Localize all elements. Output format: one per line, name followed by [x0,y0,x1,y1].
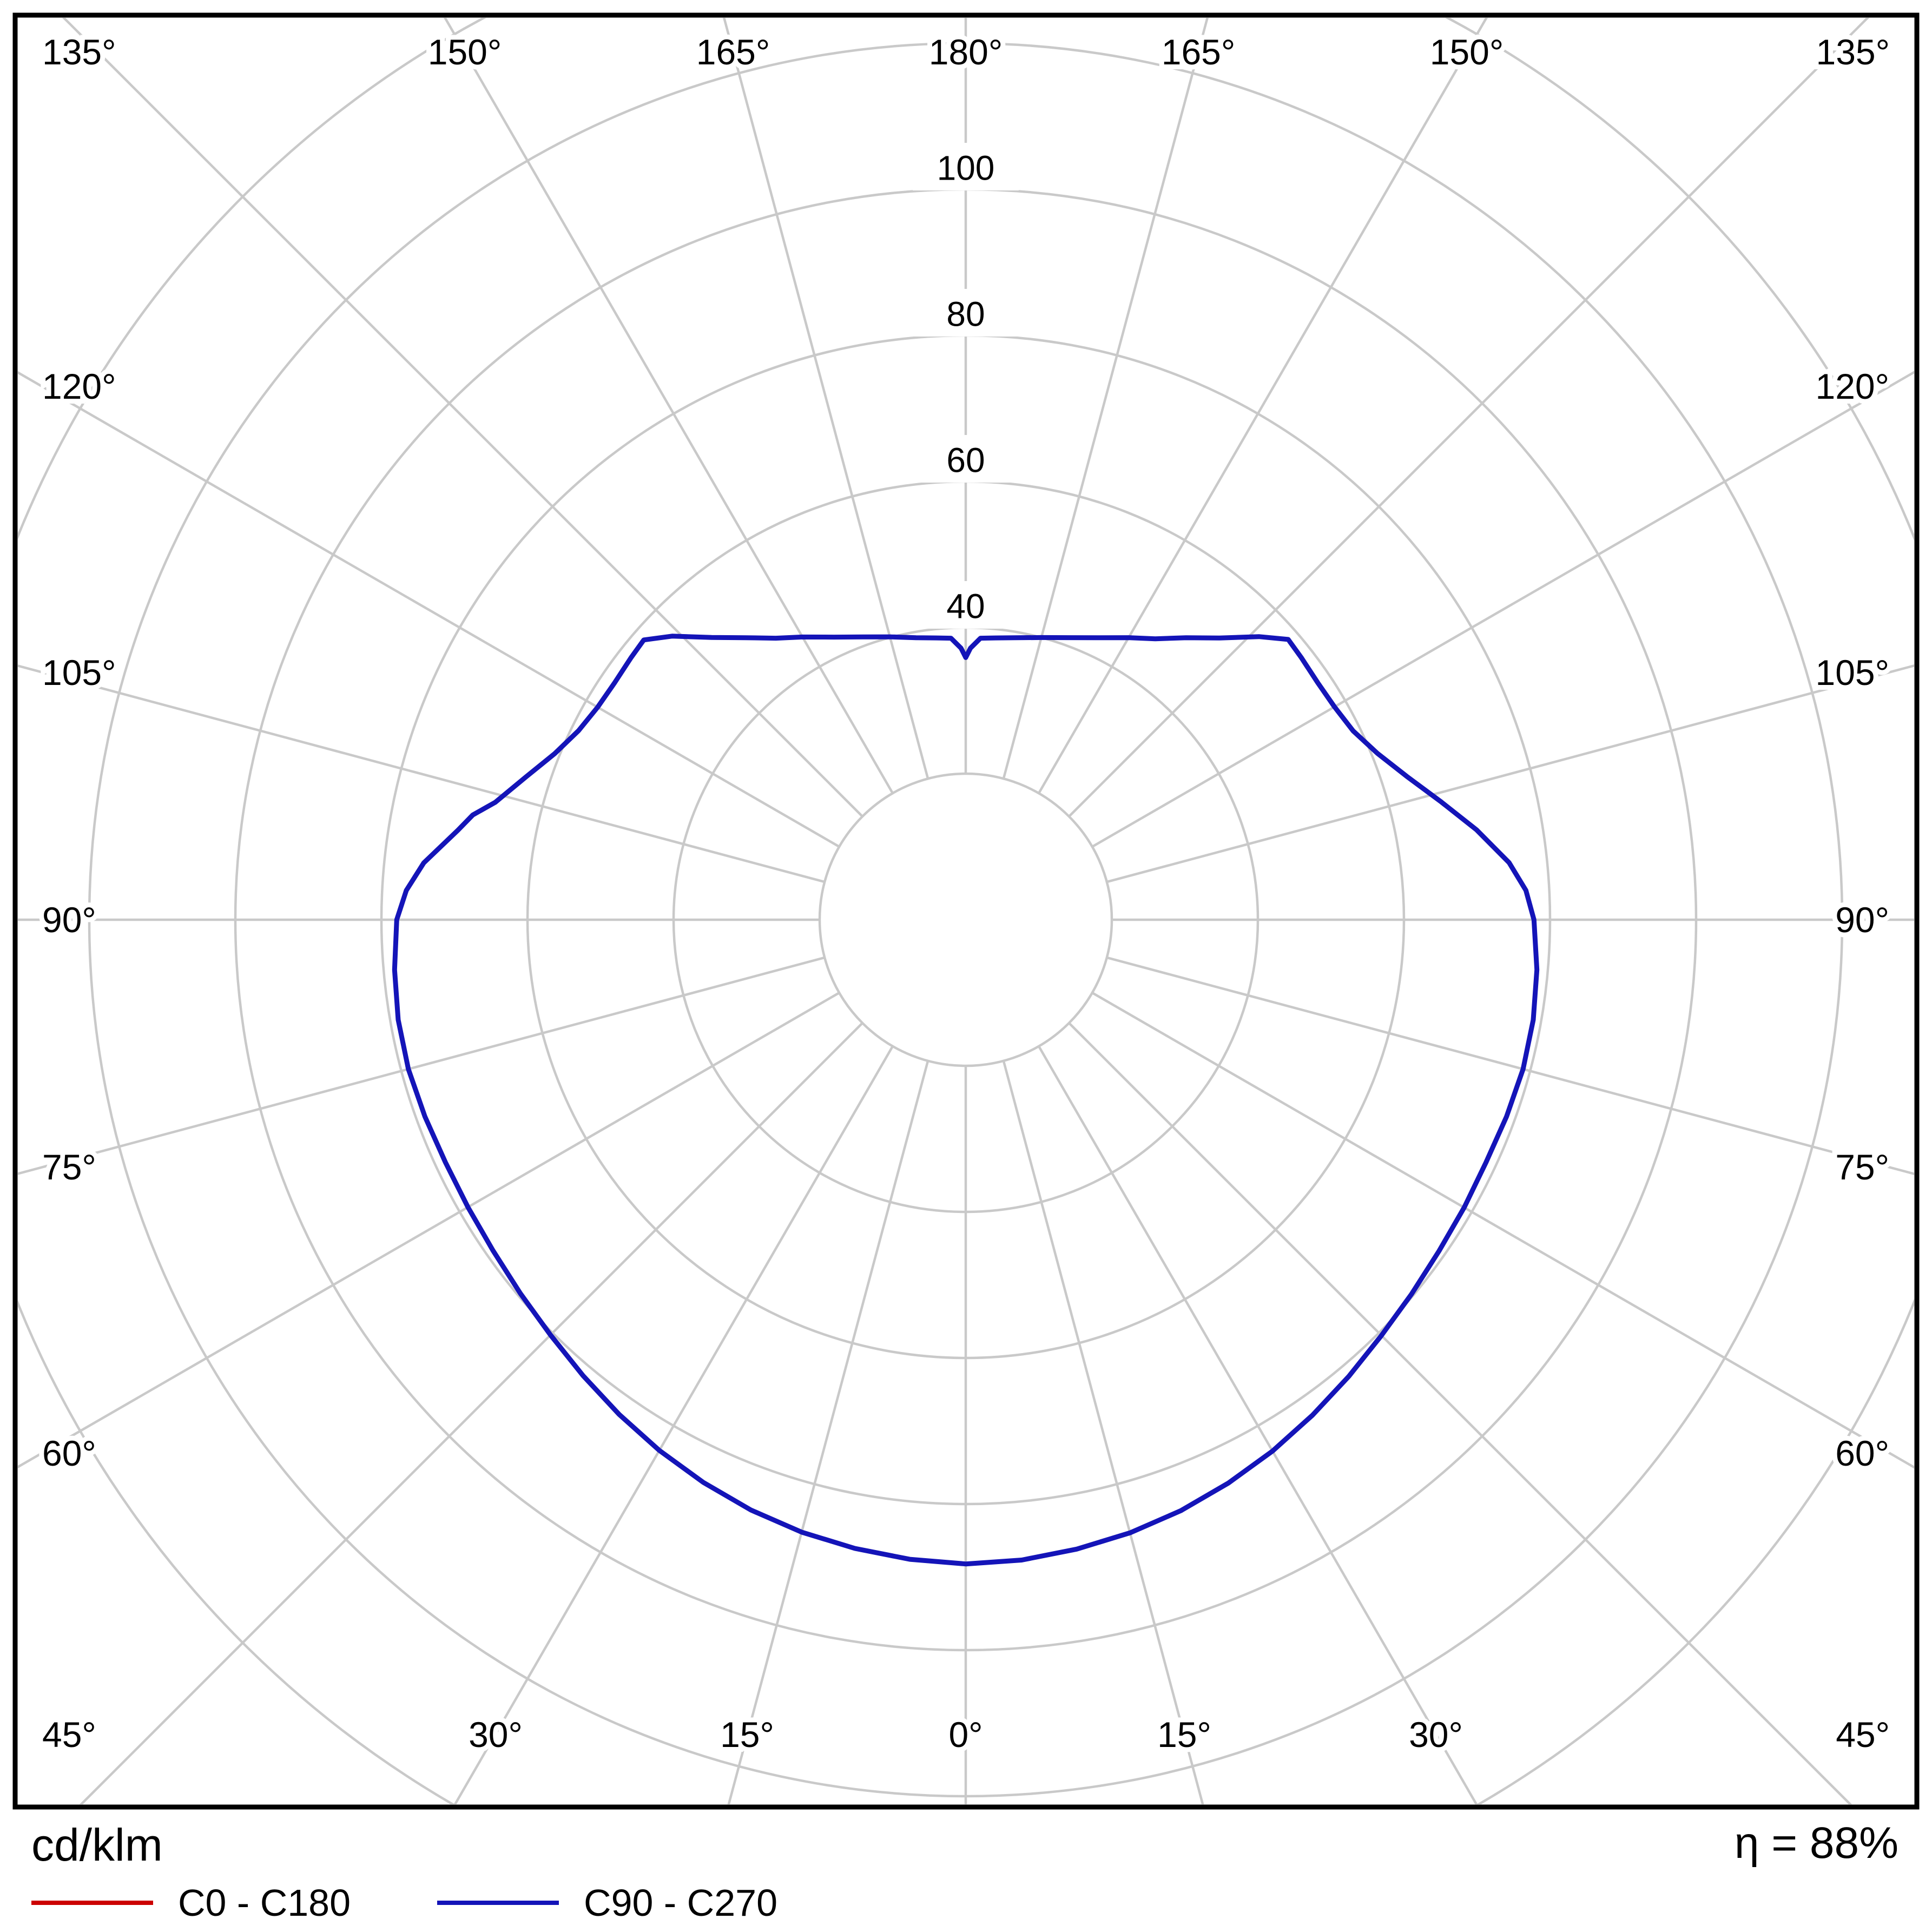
angle-label-150-left: 150° [428,32,502,72]
legend-line-blue-swatch [437,1901,559,1905]
angle-label-75-right: 75° [1835,1147,1889,1187]
grid-radial-line-45 [1068,1022,1852,1804]
tick-label-bg-40 [913,581,1019,629]
angle-label-0: 0° [948,1715,983,1755]
angle-label-15-right: 15° [1157,1715,1211,1755]
angle-label-105-left: 105° [42,652,116,693]
grid-radial-line-30 [1038,1045,1478,1804]
legend-item-c90-c270: C90 - C270 [437,1884,777,1922]
angle-label-120-right: 120° [1815,366,1889,406]
angle-label-120-left: 120° [42,366,116,406]
angle-label-15-left: 15° [720,1715,774,1755]
tick-label-60: 60 [946,440,985,479]
angle-label-90-left: 90° [42,900,96,940]
units-label: cd/klm [31,1819,163,1870]
tick-label-80: 80 [946,294,985,333]
angle-label-90-right: 90° [1835,900,1889,940]
grid-radial-line-210 [443,18,894,794]
angle-label-150-right: 150° [1430,32,1504,72]
angle-label-180: 180° [929,32,1003,72]
grid-radial-line-150 [1038,18,1488,794]
legend-line-red-swatch [31,1901,153,1905]
tick-label-bg-100 [913,143,1019,190]
tick-label-40: 40 [946,586,985,625]
angle-label-45-left: 45° [42,1715,96,1755]
plot-frame-border [12,12,1920,1810]
angle-label-165-right: 165° [1162,32,1236,72]
angle-label-60-right: 60° [1835,1433,1889,1473]
legend-label-c0-c180: C0 - C180 [178,1882,351,1924]
angle-label-105-right: 105° [1815,652,1889,693]
curve-c90-c270 [392,634,1540,1567]
angle-label-30-left: 30° [469,1715,523,1755]
grid-radial-line-255 [18,664,825,883]
grid-radial-line-165 [1002,18,1209,779]
grid-radial-line-105 [1106,664,1914,883]
angle-label-75-left: 75° [42,1147,96,1187]
tick-label-100: 100 [937,148,995,187]
grid-radial-line-240 [18,371,840,848]
legend-item-c0-c180: C0 - C180 [31,1884,351,1922]
grid-radial-line-60 [1091,992,1914,1469]
legend: C0 - C180 C90 - C270 [31,1884,777,1922]
grid-radial-line-75 [1106,956,1914,1176]
efficiency-label: η = 88% [1734,1818,1898,1868]
grid-radial-line-120 [1091,371,1914,848]
grid-radial-line-15 [1002,1060,1204,1804]
grid-radial-line-135 [1068,18,1870,817]
grid-radial-line-315 [79,1022,863,1804]
grid-radial-line-195 [722,18,929,779]
grid-radial-line-345 [727,1060,929,1804]
legend-label-c90-c270: C90 - C270 [584,1882,778,1924]
angle-label-165-left: 165° [696,32,770,72]
tick-label-bg-60 [913,435,1019,483]
angle-label-60-left: 60° [42,1433,96,1473]
grid-radial-line-330 [453,1045,894,1804]
tick-label-bg-80 [913,289,1019,337]
grid-radial-line-225 [62,18,863,817]
grid-radial-line-300 [18,992,840,1469]
angle-label-135-left: 135° [42,32,116,72]
angle-label-135-right: 135° [1816,32,1890,72]
angle-label-45-right: 45° [1836,1715,1890,1755]
grid-radial-line-285 [18,956,825,1175]
angle-label-30-right: 30° [1409,1715,1463,1755]
